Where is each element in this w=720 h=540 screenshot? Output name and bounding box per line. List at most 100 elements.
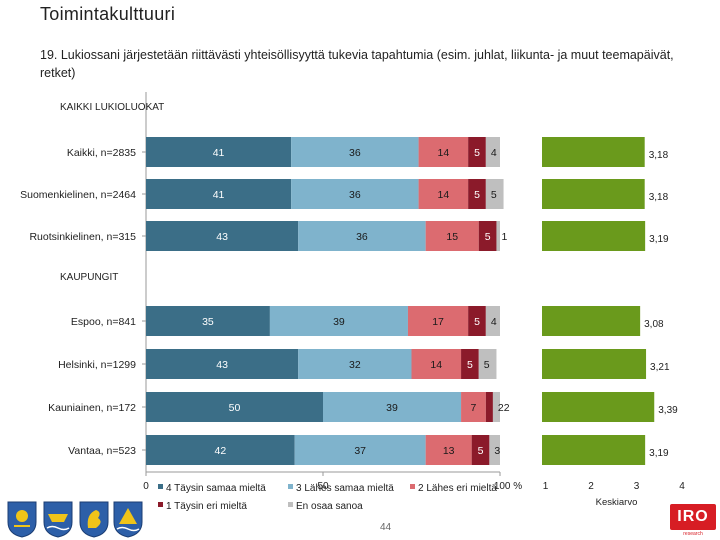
bar-segment (407, 306, 469, 336)
bar-segment (269, 306, 408, 336)
iro-logo: IRO research (670, 504, 716, 538)
bar-segment (496, 221, 500, 251)
bar-segment (485, 306, 500, 336)
legend-label: En osaa sanoa (296, 501, 363, 512)
bar-segment (461, 349, 479, 379)
mean-value-label: 3,21 (650, 362, 670, 373)
bar-value-label: 14 (430, 359, 442, 371)
bar-value-label: 3 (494, 445, 500, 457)
category-label: Espoo, n=841 (71, 316, 136, 328)
bar-segment (485, 137, 500, 167)
bar-value-label: 14 (438, 147, 450, 159)
bar-value-label: 15 (446, 231, 458, 243)
question-text: 19. Lukiossani järjestetään riittävästi … (40, 48, 674, 80)
category-label: Kauniainen, n=172 (48, 402, 136, 414)
bar-segment (323, 392, 462, 422)
category-label: Suomenkielinen, n=2464 (20, 189, 136, 201)
iro-logo-text: IRO (670, 504, 716, 530)
bar-value-label: 35 (202, 316, 214, 328)
bar-segment (146, 435, 295, 465)
bar-segment (461, 392, 486, 422)
bar-segment (146, 179, 292, 209)
bar-value-label: 43 (216, 231, 228, 243)
bar-value-label: 42 (214, 445, 226, 457)
mean-bar (542, 137, 645, 167)
helsinki-crest-icon (43, 501, 73, 538)
bar-segment (146, 221, 299, 251)
bar-value-label: 5 (484, 359, 490, 371)
bar-value-label: 5 (474, 316, 480, 328)
bar-segment (294, 435, 426, 465)
page-title: Toimintakulttuuri (40, 4, 176, 24)
kauniainen-crest-icon (79, 501, 109, 538)
mean-bar (542, 435, 646, 465)
x-tick-label: 50 (317, 481, 329, 492)
legend-label: 3 Lähes samaa mieltä (296, 483, 394, 494)
bar-value-label: 5 (474, 147, 480, 159)
bar-value-label: 5 (485, 231, 491, 243)
bar-segment (485, 179, 504, 209)
mean-value-label: 3,08 (644, 319, 664, 330)
mean-tick-label: 2 (588, 481, 594, 492)
bar-value-label: 41 (213, 189, 225, 201)
bar-segment (291, 179, 419, 209)
bar-value-label: 14 (438, 189, 450, 201)
legend-swatch (158, 484, 163, 489)
group-label: KAIKKI LUKIOLUOKAT (60, 102, 164, 113)
legend-label: 2 Lähes eri mieltä (418, 483, 497, 494)
page-number: 44 (380, 522, 392, 533)
category-label: Ruotsinkielinen, n=315 (29, 231, 136, 243)
bar-value-label: 32 (349, 359, 361, 371)
bar-segment (485, 392, 493, 422)
mean-bar (542, 306, 641, 336)
mean-bar (542, 392, 655, 422)
mean-value-label: 3,18 (649, 150, 669, 161)
bar-segment (425, 435, 472, 465)
bar-segment (471, 435, 490, 465)
bar-value-label: 4 (491, 316, 497, 328)
bar-value-label: 41 (213, 147, 225, 159)
mean-value-label: 3,19 (649, 448, 669, 459)
mean-value-label: 3,39 (658, 405, 678, 416)
bar-value-label: 39 (333, 316, 345, 328)
mean-value-label: 3,19 (649, 234, 669, 245)
legend-swatch (158, 502, 163, 507)
mean-axis-label: Keskiarvo (596, 497, 638, 508)
bar-segment (291, 137, 419, 167)
mean-tick-label: 3 (634, 481, 640, 492)
bar-segment (489, 435, 500, 465)
bar-value-label: 36 (349, 189, 361, 201)
bar-value-label: 39 (386, 402, 398, 414)
espoo-crest-icon (7, 501, 37, 538)
mean-bar (542, 179, 645, 209)
bar-segment (478, 221, 497, 251)
bar-value-label: 5 (478, 445, 484, 457)
bar-value-label: 4 (491, 147, 497, 159)
mean-value-label: 3,18 (649, 192, 669, 203)
group-label: KAUPUNGIT (60, 272, 118, 283)
legend-swatch (410, 484, 415, 489)
bar-segment (468, 137, 486, 167)
mean-bar (542, 349, 647, 379)
bar-segment (146, 306, 270, 336)
bar-value-label: 36 (349, 147, 361, 159)
mean-tick-label: 4 (679, 481, 685, 492)
bar-segment (418, 137, 469, 167)
bar-value-label: 50 (229, 402, 241, 414)
bar-value-label: 1 (501, 231, 507, 243)
iro-logo-subtext: research (683, 531, 703, 537)
vantaa-crest-icon (113, 501, 143, 538)
category-label: Kaikki, n=2835 (67, 147, 136, 159)
mean-tick-label: 1 (543, 481, 549, 492)
bar-segment (146, 392, 323, 422)
bar-value-label: 5 (474, 189, 480, 201)
bar-value-label: 5 (467, 359, 473, 371)
bar-segment (418, 179, 469, 209)
bar-value-label: 43 (216, 359, 228, 371)
bar-value-label: 7 (471, 402, 477, 414)
bar-segment (492, 392, 500, 422)
mean-bar (542, 221, 646, 251)
bar-value-label: 5 (491, 189, 497, 201)
legend-swatch (288, 502, 293, 507)
